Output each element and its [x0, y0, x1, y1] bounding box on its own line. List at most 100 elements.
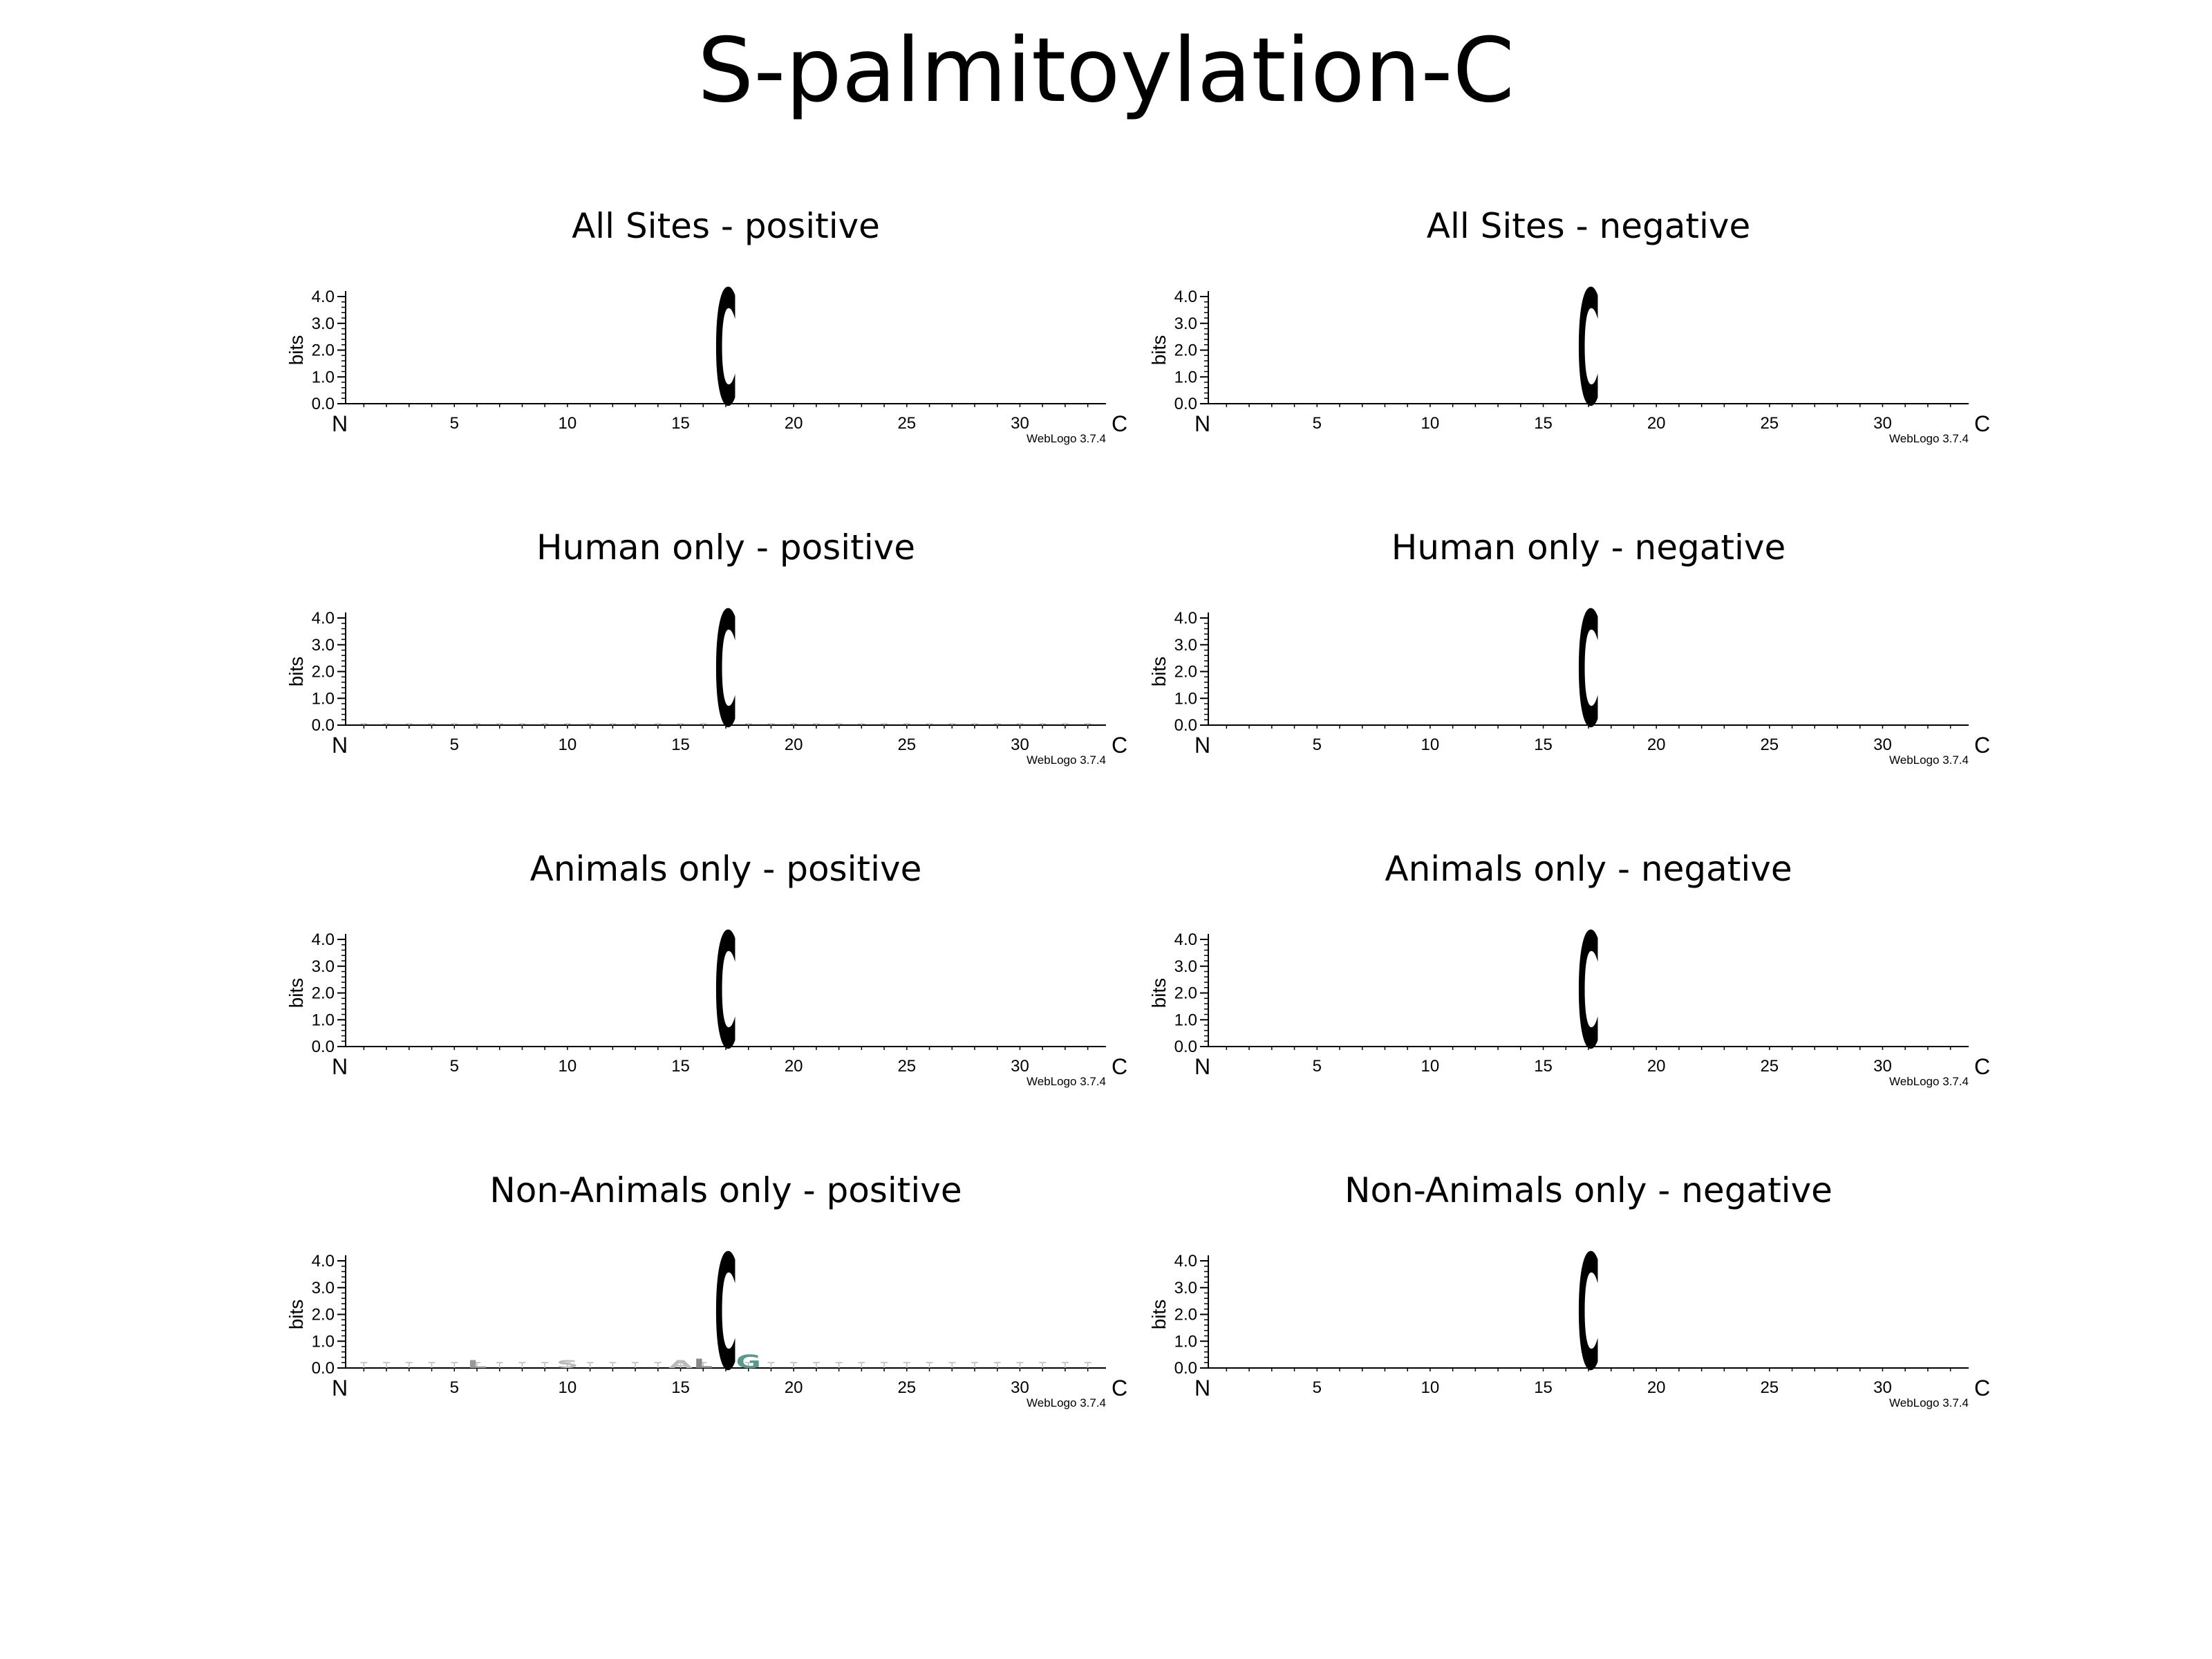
page-title: S-palmitoylation-C [697, 19, 1515, 122]
y-tick-label: 1.0 [1174, 368, 1197, 386]
logo-panel: Non-Animals only - negative 0.0 1.0 2.0 3.0 4… [1148, 1170, 1990, 1409]
y-tick-label: 2.0 [312, 984, 335, 1003]
x-tick-label: 30 [1873, 414, 1892, 433]
y-tick-label: 0.0 [312, 1359, 335, 1378]
x-tick-label: 15 [671, 1378, 690, 1397]
y-tick-label: 1.0 [1174, 1332, 1197, 1351]
x-tick-label: 30 [1011, 1378, 1029, 1397]
x-tick-label: 20 [1647, 414, 1666, 433]
y-tick-label: 2.0 [1174, 663, 1197, 682]
weblogo-footer: WebLogo 3.7.4 [1889, 1075, 1969, 1088]
logo-letter: C [1577, 579, 1600, 763]
y-axis-label: bits [285, 335, 307, 366]
y-axis-label: bits [1148, 657, 1170, 687]
logo-panel: Human only - negative 0.0 1.0 2.0 3.0 4.0 bits… [1148, 527, 1990, 767]
x-tick-label: 10 [559, 414, 577, 433]
n-terminus-label: N [332, 1054, 348, 1079]
y-tick-label: 4.0 [1174, 609, 1197, 628]
y-tick-label: 1.0 [312, 1332, 335, 1351]
logo-letter: C [715, 1221, 738, 1406]
y-tick-label: 2.0 [312, 663, 335, 682]
c-terminus-label: C [1974, 411, 1990, 436]
x-tick-label: 15 [671, 735, 690, 754]
c-terminus-label: C [1974, 1054, 1990, 1079]
x-tick-label: 25 [897, 1378, 916, 1397]
y-tick-label: 3.0 [1174, 636, 1197, 655]
y-tick-label: 2.0 [312, 1306, 335, 1324]
y-tick-label: 1.0 [312, 368, 335, 386]
y-tick-label: 0.0 [1174, 395, 1197, 413]
y-tick-label: 0.0 [312, 395, 335, 413]
y-tick-label: 2.0 [1174, 341, 1197, 360]
x-tick-label: 10 [1421, 414, 1440, 433]
y-tick-label: 3.0 [312, 1279, 335, 1297]
y-tick-label: 3.0 [1174, 315, 1197, 333]
panel-title: Human only - positive [536, 527, 915, 568]
logo-letter: L [467, 1358, 487, 1371]
logo-panel: Human only - positive 0.0 1.0 2.0 3.0 4.0 bits… [285, 527, 1127, 767]
x-tick-label: 30 [1011, 414, 1029, 433]
y-axis-label: bits [285, 1300, 307, 1330]
x-tick-label: 10 [559, 1378, 577, 1397]
x-tick-label: 30 [1011, 735, 1029, 754]
y-tick-label: 2.0 [312, 341, 335, 360]
x-tick-label: 5 [450, 735, 459, 754]
panel-title: Non-Animals only - negative [1344, 1170, 1833, 1210]
x-tick-label: 20 [785, 1057, 803, 1076]
x-tick-label: 15 [1534, 1057, 1553, 1076]
logo-panel: Animals only - positive 0.0 1.0 2.0 3.0 4.0 bi… [285, 849, 1127, 1088]
x-tick-label: 10 [1421, 735, 1440, 754]
logo-panel: Animals only - negative 0.0 1.0 2.0 3.0 4.0 bi… [1148, 849, 1990, 1088]
n-terminus-label: N [332, 1376, 348, 1400]
logo-letter: L [693, 1356, 713, 1371]
x-tick-label: 30 [1873, 735, 1892, 754]
x-tick-label: 25 [1760, 1378, 1779, 1397]
n-terminus-label: N [332, 411, 348, 436]
x-tick-label: 25 [897, 735, 916, 754]
x-tick-label: 20 [1647, 1057, 1666, 1076]
weblogo-footer: WebLogo 3.7.4 [1889, 432, 1969, 445]
x-tick-label: 15 [1534, 414, 1553, 433]
x-tick-label: 5 [450, 1057, 459, 1076]
x-tick-label: 5 [1313, 1378, 1322, 1397]
n-terminus-label: N [1194, 1054, 1210, 1079]
x-tick-label: 25 [1760, 735, 1779, 754]
y-tick-label: 4.0 [1174, 288, 1197, 306]
x-tick-label: 15 [671, 1057, 690, 1076]
y-tick-label: 3.0 [312, 636, 335, 655]
x-tick-label: 20 [785, 1378, 803, 1397]
y-tick-label: 1.0 [312, 689, 335, 708]
panel-title: All Sites - negative [1427, 206, 1750, 246]
x-tick-label: 20 [1647, 735, 1666, 754]
panel-title: Human only - negative [1391, 527, 1785, 568]
panel-title: Animals only - negative [1385, 849, 1792, 889]
x-tick-label: 5 [1313, 414, 1322, 433]
y-axis-label: bits [1148, 978, 1170, 1009]
c-terminus-label: C [1974, 1376, 1990, 1400]
panel-title: All Sites - positive [572, 206, 880, 246]
y-tick-label: 4.0 [1174, 930, 1197, 949]
logo-letter: A [668, 1358, 693, 1371]
y-tick-label: 0.0 [312, 1038, 335, 1056]
logo-letter: C [715, 257, 738, 442]
x-tick-label: 10 [559, 735, 577, 754]
x-tick-label: 25 [1760, 1057, 1779, 1076]
y-axis-label: bits [1148, 335, 1170, 366]
x-tick-label: 30 [1873, 1057, 1892, 1076]
c-terminus-label: C [1112, 1054, 1127, 1079]
y-tick-label: 4.0 [312, 609, 335, 628]
c-terminus-label: C [1112, 1376, 1127, 1400]
weblogo-footer: WebLogo 3.7.4 [1027, 1075, 1106, 1088]
x-tick-label: 20 [1647, 1378, 1666, 1397]
c-terminus-label: C [1974, 733, 1990, 758]
c-terminus-label: C [1112, 733, 1127, 758]
y-tick-label: 4.0 [312, 288, 335, 306]
c-terminus-label: C [1112, 411, 1127, 436]
y-tick-label: 3.0 [1174, 1279, 1197, 1297]
logo-panel: All Sites - positive 0.0 1.0 2.0 3.0 4.0 bits 5… [285, 206, 1127, 445]
x-tick-label: 30 [1873, 1378, 1892, 1397]
y-tick-label: 2.0 [1174, 984, 1197, 1003]
logo-letter: C [715, 900, 738, 1085]
x-tick-label: 5 [1313, 1057, 1322, 1076]
